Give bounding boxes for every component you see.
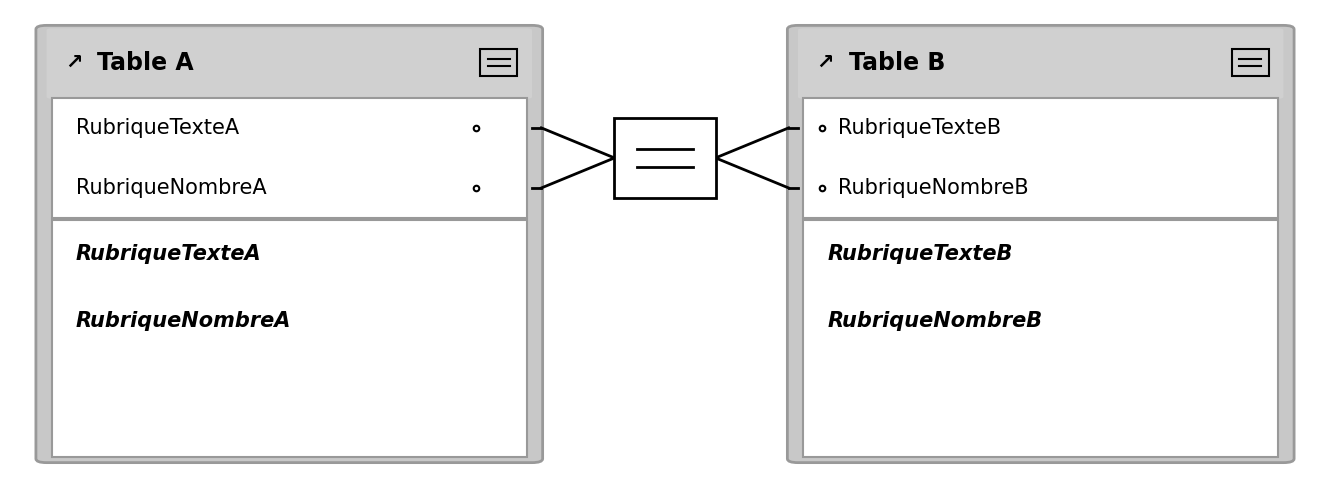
Text: RubriqueNombreB: RubriqueNombreB xyxy=(838,178,1028,198)
FancyBboxPatch shape xyxy=(47,28,532,99)
Bar xyxy=(803,98,1278,218)
Bar xyxy=(1232,49,1269,76)
Text: RubriqueTexteB: RubriqueTexteB xyxy=(838,118,1001,138)
Text: RubriqueTexteA: RubriqueTexteA xyxy=(76,118,239,138)
Bar xyxy=(480,49,517,76)
Bar xyxy=(803,220,1278,457)
Text: RubriqueNombreB: RubriqueNombreB xyxy=(827,311,1043,331)
Text: Table A: Table A xyxy=(97,51,194,75)
Text: ↗: ↗ xyxy=(65,53,82,73)
FancyBboxPatch shape xyxy=(798,28,1283,99)
Bar xyxy=(52,220,527,457)
Text: ↗: ↗ xyxy=(817,53,834,73)
Text: RubriqueTexteA: RubriqueTexteA xyxy=(76,244,262,264)
Text: RubriqueNombreA: RubriqueNombreA xyxy=(76,311,291,331)
Text: RubriqueNombreA: RubriqueNombreA xyxy=(76,178,266,198)
FancyBboxPatch shape xyxy=(36,25,543,463)
Bar xyxy=(614,118,716,198)
FancyBboxPatch shape xyxy=(787,25,1294,463)
Text: RubriqueTexteB: RubriqueTexteB xyxy=(827,244,1012,264)
Text: Table B: Table B xyxy=(849,51,944,75)
Bar xyxy=(52,98,527,218)
